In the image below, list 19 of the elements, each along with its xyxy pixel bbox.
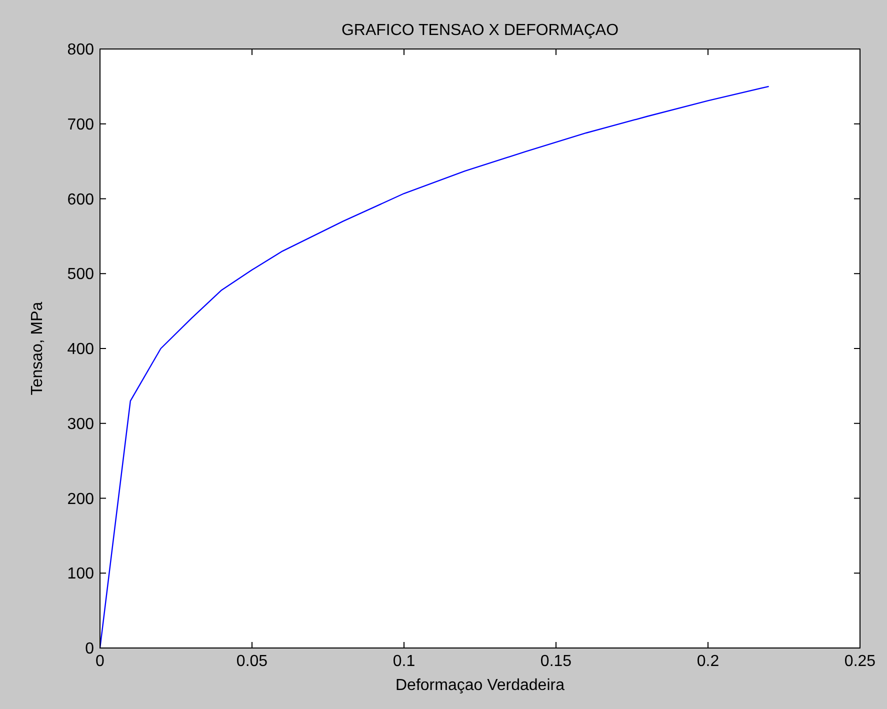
x-tick-label: 0.1 xyxy=(392,653,416,670)
y-tick-label: 700 xyxy=(67,116,94,134)
x-axis-title: Deformaçao Verdadeira xyxy=(396,677,565,694)
y-tick-label: 600 xyxy=(67,191,94,208)
x-tick-label: 0.05 xyxy=(236,653,268,670)
y-tick-label: 100 xyxy=(67,566,94,583)
y-tick-label: 200 xyxy=(67,490,94,508)
line-series xyxy=(99,86,770,649)
y-tick-label: 0 xyxy=(85,640,94,658)
x-tick-label: 0.25 xyxy=(844,653,876,670)
y-tick-label: 300 xyxy=(67,416,94,433)
x-tick-label: 0.15 xyxy=(540,653,572,670)
chart-title: GRAFICO TENSAO X DEFORMAÇAO xyxy=(341,22,619,39)
y-tick-label: 800 xyxy=(67,42,94,59)
y-axis-title: Tensao, MPa xyxy=(29,302,46,396)
x-tick-label: 0 xyxy=(96,653,105,670)
y-tick-label: 400 xyxy=(67,341,94,358)
x-tick-label: 0.2 xyxy=(696,653,720,670)
y-tick-label: 500 xyxy=(67,266,94,284)
